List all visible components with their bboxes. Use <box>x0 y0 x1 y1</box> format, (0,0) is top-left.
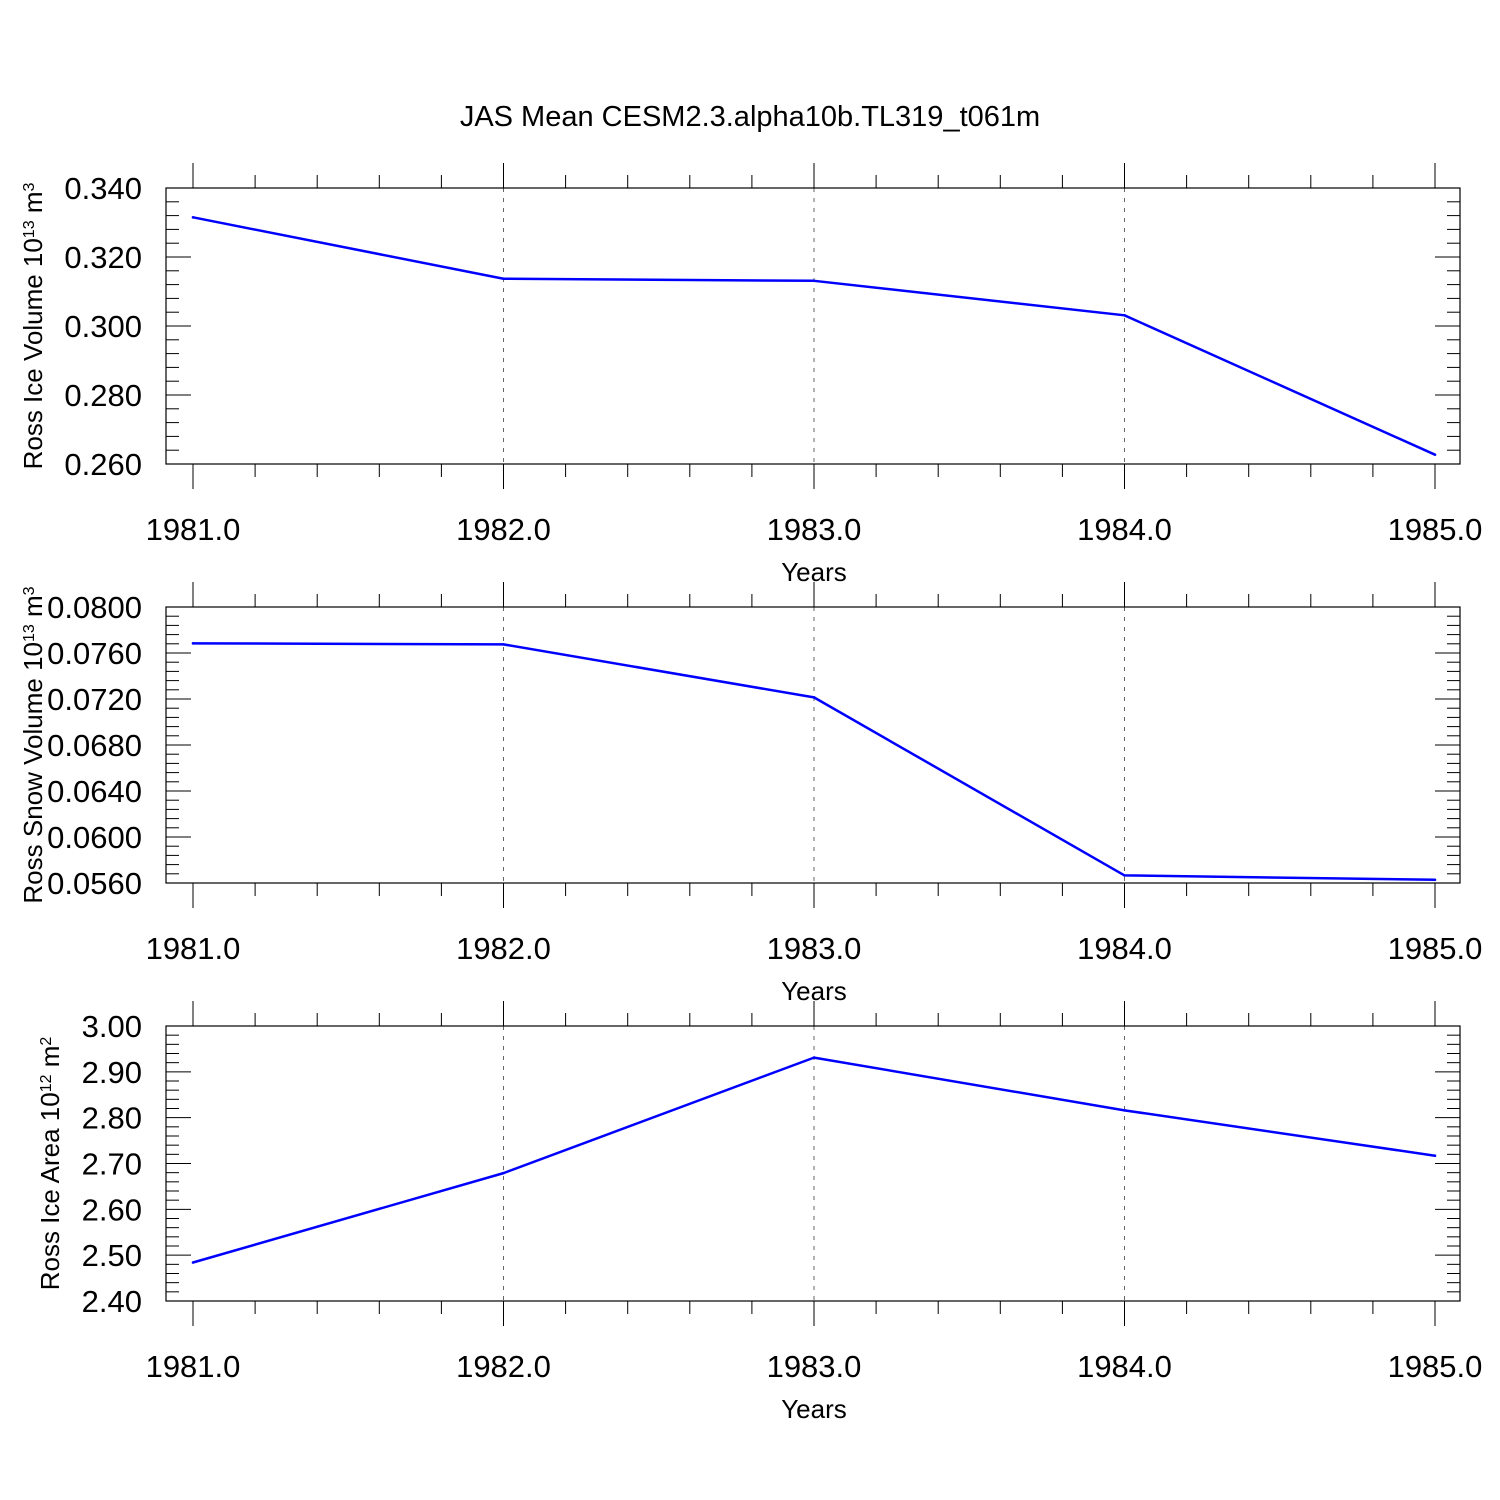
y-tick-label: 0.0720 <box>47 682 142 717</box>
x-tick-label: 1983.0 <box>767 1349 862 1384</box>
y-axis-title-text: Ross Ice Area 10 <box>35 1092 65 1290</box>
y-tick-label: 2.60 <box>82 1192 142 1227</box>
y-tick-label: 0.0800 <box>47 590 142 625</box>
y-axis-title-exponent: 2 <box>38 1037 55 1046</box>
data-point <box>191 216 195 219</box>
x-tick-label: 1981.0 <box>146 512 241 547</box>
x-tick-label: 1981.0 <box>146 1349 241 1384</box>
chart-panel-2: 1981.0 1982.0 1983.0 1984.0 1985.0 0.0560 0.06… <box>18 582 1482 1006</box>
data-point <box>1123 314 1126 317</box>
data-point <box>1123 874 1126 877</box>
x-tick-label: 1982.0 <box>456 512 551 547</box>
data-point <box>1123 1109 1126 1112</box>
x-tick-label: 1982.0 <box>456 1349 551 1384</box>
y-axis-title-text: m <box>35 1046 65 1075</box>
x-tick-label: 1983.0 <box>767 512 862 547</box>
y-tick-label: 0.0640 <box>47 774 142 809</box>
x-tick-label: 1981.0 <box>146 931 241 966</box>
y-axis-title-exponent: 3 <box>21 182 38 191</box>
figure-title: JAS Mean CESM2.3.alpha10b.TL319_t061m <box>460 101 1040 133</box>
y-tick-label: 0.320 <box>64 240 142 275</box>
data-point <box>1433 878 1437 882</box>
y-axis-title-exponent: 13 <box>21 220 38 238</box>
y-tick-label: 0.0680 <box>47 728 142 763</box>
data-point <box>502 1171 505 1175</box>
y-axis-title-exponent: 3 <box>21 586 38 595</box>
data-point <box>1433 453 1437 456</box>
x-tick-label: 1985.0 <box>1388 931 1483 966</box>
y-axis-title: Ross Snow Volume 1013 m3 <box>18 586 48 903</box>
y-tick-label: 2.70 <box>82 1147 142 1182</box>
y-tick-label: 0.280 <box>64 378 142 413</box>
x-tick-label: 1982.0 <box>456 931 551 966</box>
y-axis-title-text: m <box>18 191 48 220</box>
x-tick-label: 1983.0 <box>767 931 862 966</box>
y-axis-title-text: Ross Ice Volume 10 <box>18 238 48 469</box>
y-axis-title: Ross Ice Volume 1013 m3 <box>18 182 48 469</box>
y-tick-label: 0.0760 <box>47 636 142 671</box>
x-tick-label: 1985.0 <box>1388 512 1483 547</box>
y-tick-label: 3.00 <box>82 1009 142 1044</box>
data-point <box>502 277 505 281</box>
x-tick-label: 1984.0 <box>1077 1349 1172 1384</box>
x-tick-label: 1984.0 <box>1077 931 1172 966</box>
data-point <box>191 642 195 645</box>
data-point <box>191 1261 195 1264</box>
y-axis-title: Ross Ice Area 1012 m2 <box>35 1037 65 1291</box>
panels: 1981.0 1982.0 1983.0 1984.0 1985.0 0.260 0.280… <box>18 163 1482 1424</box>
y-tick-label: 2.90 <box>82 1055 142 1090</box>
y-tick-label: 0.340 <box>64 171 142 206</box>
chart-panel-1: 1981.0 1982.0 1983.0 1984.0 1985.0 0.260 0.280… <box>18 163 1482 587</box>
chart-panel-3: 1981.0 1982.0 1983.0 1984.0 1985.0 2.40 2.50 2.… <box>35 1001 1482 1424</box>
y-tick-label: 0.0600 <box>47 820 142 855</box>
y-tick-label: 0.260 <box>64 447 142 482</box>
y-tick-label: 2.80 <box>82 1101 142 1136</box>
data-point <box>502 643 505 646</box>
y-tick-label: 2.40 <box>82 1284 142 1319</box>
y-axis-title-text: Ross Snow Volume 10 <box>18 642 48 904</box>
y-tick-label: 2.50 <box>82 1238 142 1273</box>
data-point <box>812 279 816 283</box>
data-point <box>812 696 816 699</box>
y-axis-title-exponent: 12 <box>38 1074 55 1092</box>
y-tick-label: 0.0560 <box>47 866 142 901</box>
data-point <box>1433 1154 1437 1158</box>
x-tick-label: 1984.0 <box>1077 512 1172 547</box>
x-axis-title: Years <box>781 1394 847 1424</box>
y-tick-label: 0.300 <box>64 309 142 344</box>
x-tick-label: 1985.0 <box>1388 1349 1483 1384</box>
y-axis-title-text: m <box>18 595 48 624</box>
y-axis-title-exponent: 13 <box>21 624 38 642</box>
data-point <box>812 1056 816 1059</box>
